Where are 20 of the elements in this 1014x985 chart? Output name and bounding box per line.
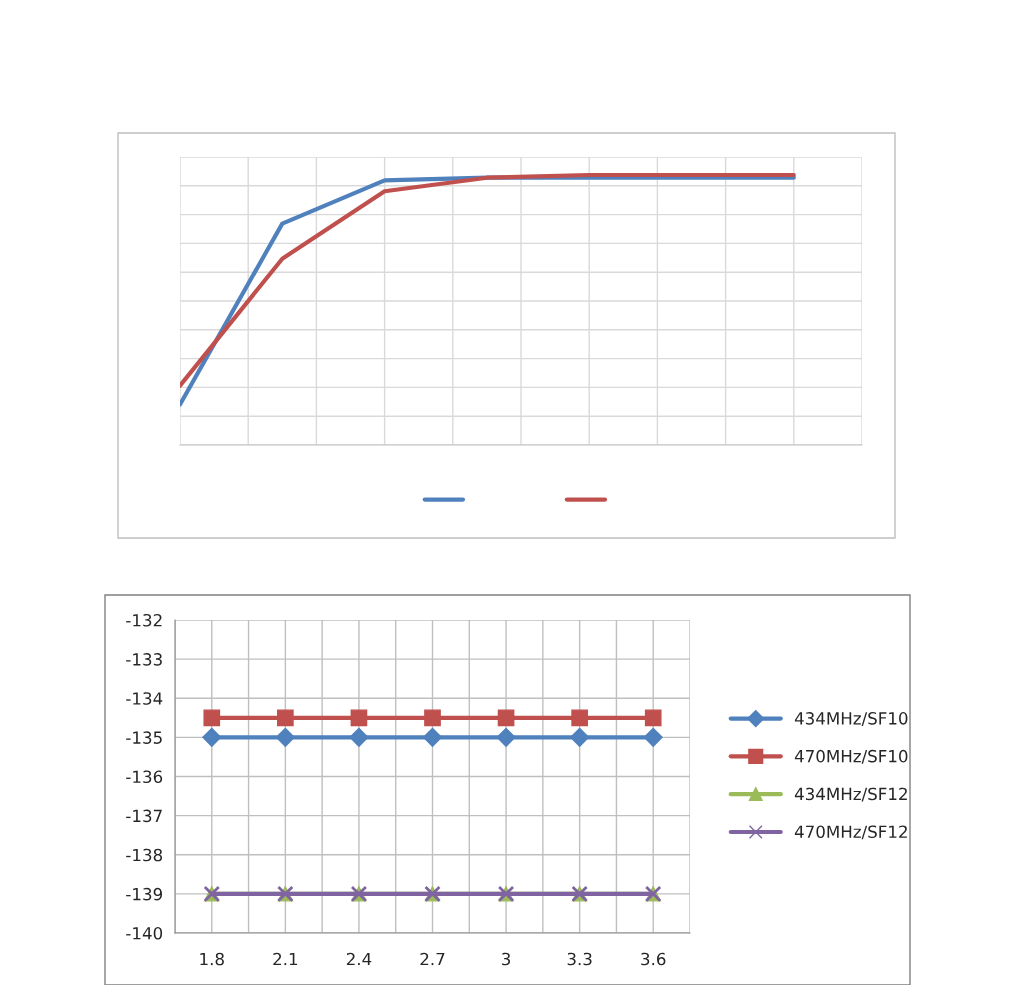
x-tick-label: 3 xyxy=(502,952,511,966)
x-tick-label: 1.8 xyxy=(200,952,224,966)
y-tick-label: -139 xyxy=(126,887,163,901)
y-tick-label: -132 xyxy=(126,613,162,627)
legend-label: 434MHz/SF10 xyxy=(794,712,908,726)
legend-label: 470MHz/SF10 xyxy=(794,749,908,764)
legend-label: 434MHz/SF12 xyxy=(794,787,907,802)
y-tick-label: -133 xyxy=(126,653,162,666)
y-tick-label: -136 xyxy=(126,770,163,784)
y-tick-label: -138 xyxy=(126,848,163,862)
y-tick-label: -134 xyxy=(126,692,163,705)
x-tick-label: 2.1 xyxy=(273,952,298,966)
y-tick-label: -137 xyxy=(126,809,162,823)
x-tick-label: 2.7 xyxy=(420,952,445,966)
y-tick-label: -135 xyxy=(126,731,162,744)
y-tick-label: -140 xyxy=(126,926,163,940)
x-tick-label: 3.6 xyxy=(641,952,666,966)
legend-label: 470MHz/SF12 xyxy=(794,825,907,840)
x-tick-label: 3.3 xyxy=(567,952,592,966)
x-tick-label: 2.4 xyxy=(346,952,372,966)
